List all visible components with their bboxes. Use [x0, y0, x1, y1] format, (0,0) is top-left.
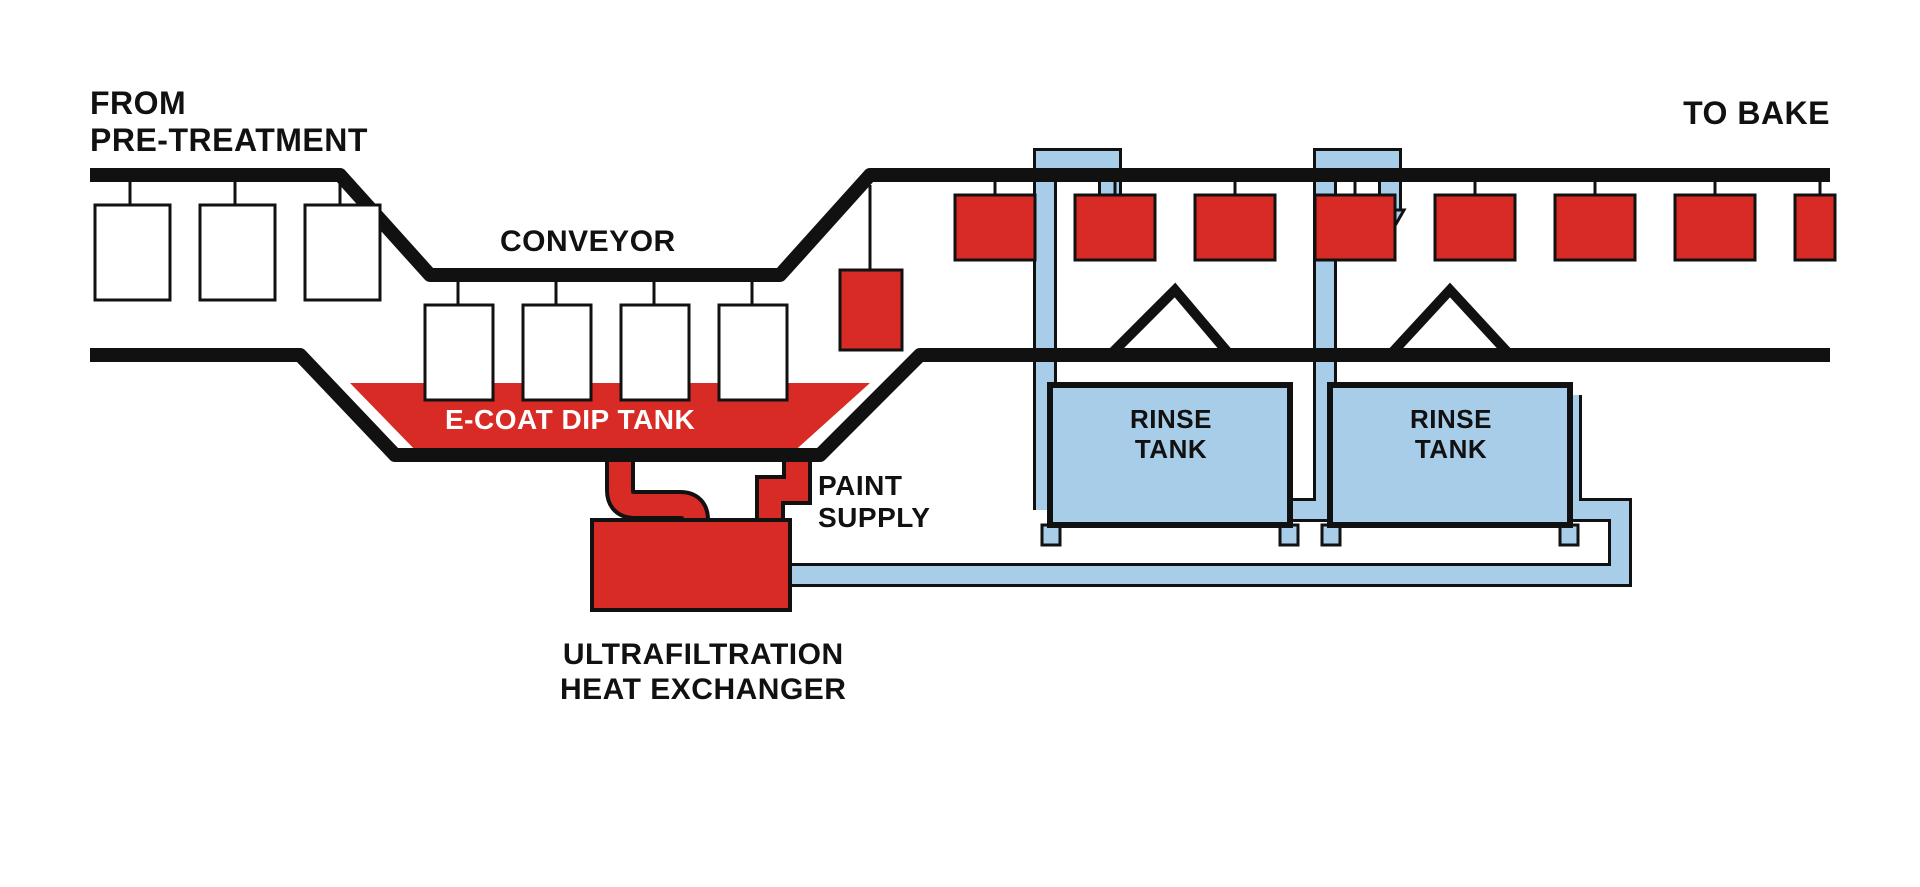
ecoat-process-diagram: FROM PRE-TREATMENT TO BAKE CONVEYOR E-CO… [0, 0, 1920, 887]
hangers [95, 175, 1835, 400]
label-rinse-tank-1: RINSE TANK [1130, 405, 1212, 465]
label-from-pretreatment: FROM PRE-TREATMENT [90, 85, 368, 159]
label-conveyor: CONVEYOR [500, 225, 676, 260]
label-ultrafiltration: ULTRAFILTRATION HEAT EXCHANGER [560, 638, 846, 707]
label-rinse-tank-2: RINSE TANK [1410, 405, 1492, 465]
label-ecoat-tank: E-COAT DIP TANK [445, 404, 695, 436]
label-to-bake: TO BAKE [1683, 95, 1830, 132]
label-paint-supply: PAINT SUPPLY [818, 470, 930, 534]
